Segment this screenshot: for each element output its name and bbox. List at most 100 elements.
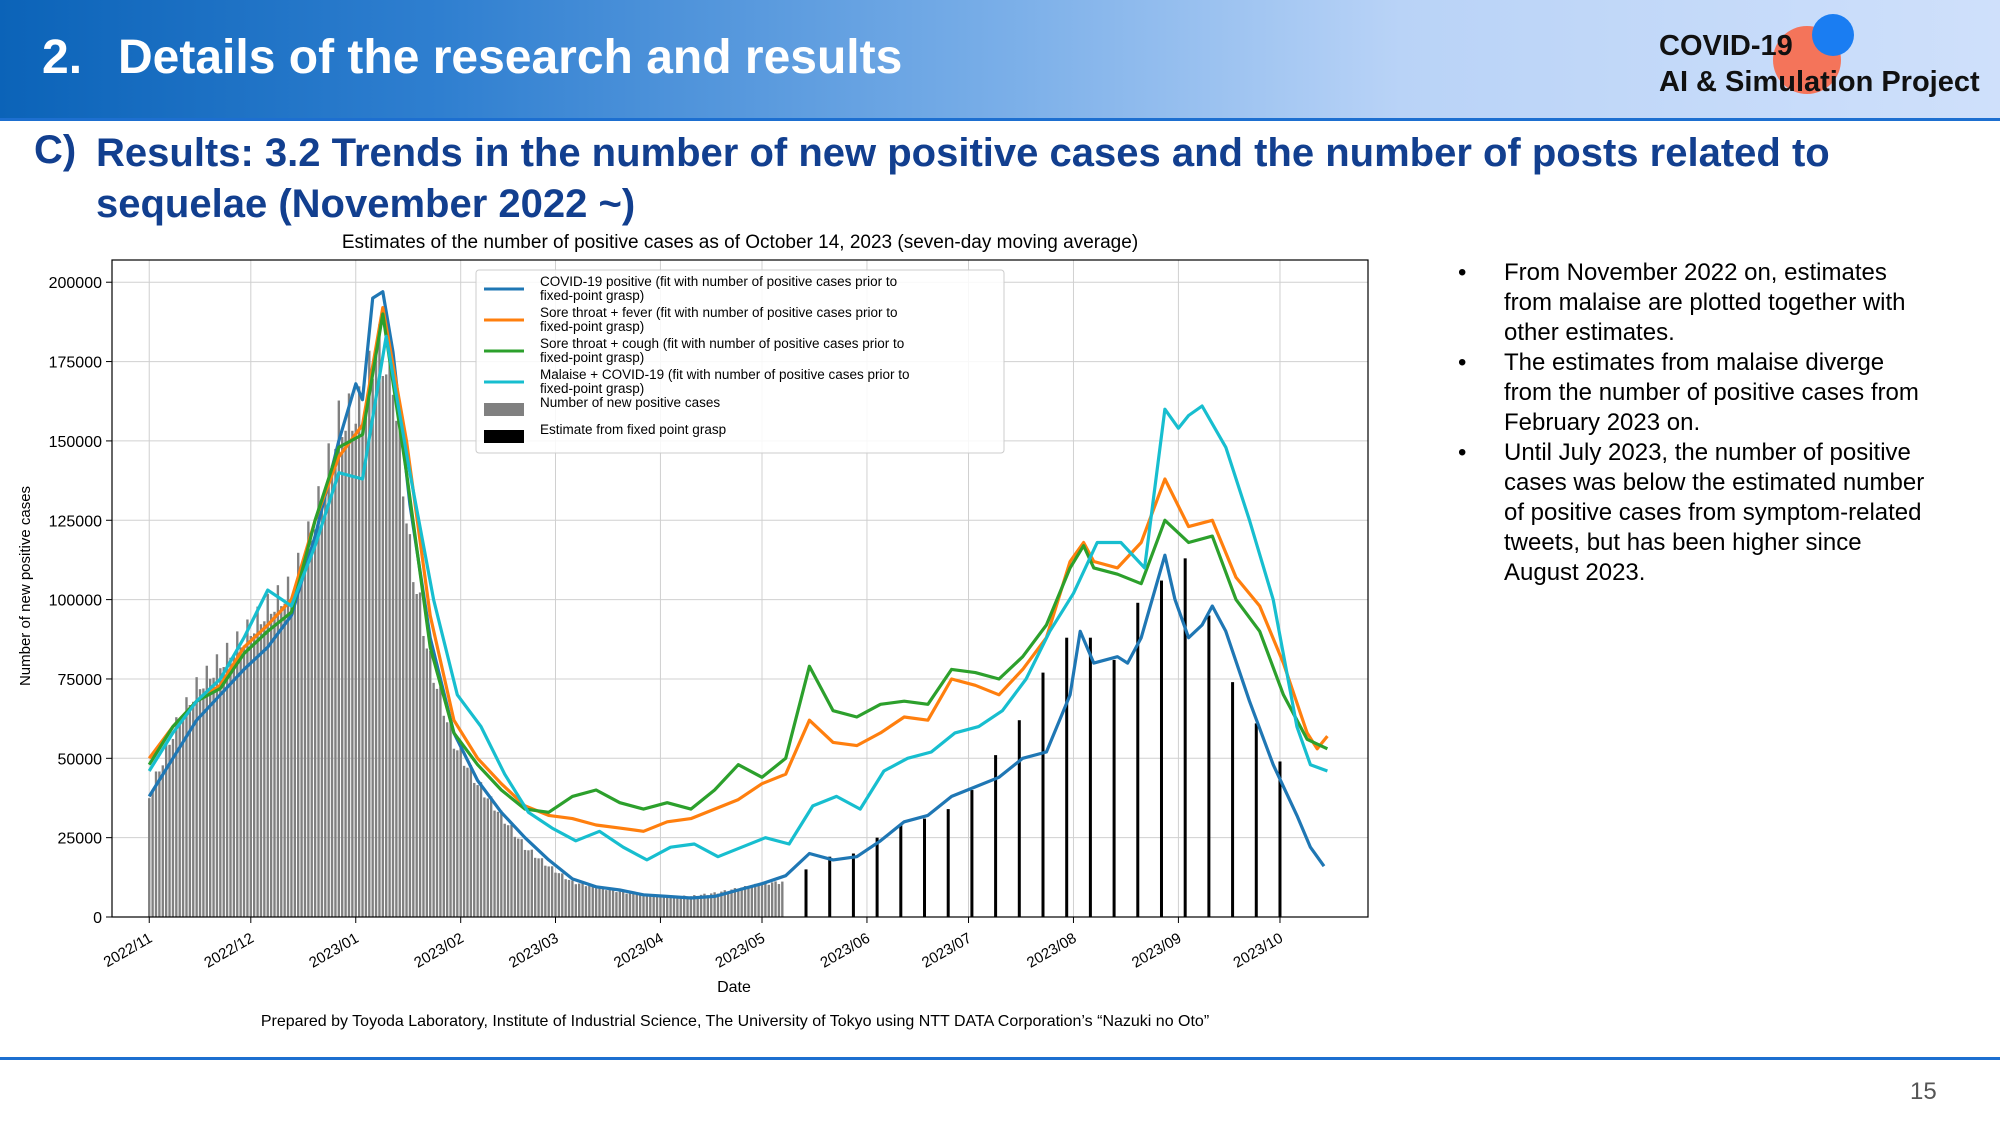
- new-positive-bar: [730, 889, 733, 917]
- new-positive-bar: [642, 893, 645, 917]
- new-positive-bar: [158, 771, 161, 917]
- y-tick-label: 200000: [49, 275, 102, 292]
- new-positive-bar: [743, 885, 747, 917]
- new-positive-bar: [605, 890, 608, 917]
- new-positive-bar: [469, 764, 473, 917]
- new-positive-bar: [527, 850, 530, 917]
- new-positive-bar: [456, 750, 459, 917]
- new-positive-bar: [364, 403, 368, 917]
- new-positive-bar: [594, 888, 598, 917]
- new-positive-bar: [733, 888, 737, 917]
- new-positive-bar: [476, 785, 479, 917]
- new-positive-bar: [202, 688, 205, 917]
- new-positive-bar: [672, 895, 676, 917]
- new-positive-bar: [489, 796, 493, 917]
- new-positive-bar: [561, 873, 564, 917]
- new-positive-bar: [510, 824, 513, 917]
- subheading-title: Results: 3.2 Trends in the number of new…: [96, 131, 1830, 226]
- finding-item: • The estimates from malaise diverge from…: [1450, 348, 1930, 438]
- new-positive-bar: [754, 883, 757, 917]
- new-positive-bar: [496, 811, 500, 917]
- new-positive-bar: [757, 885, 760, 917]
- subheading-letter: C): [34, 128, 77, 172]
- new-positive-bar: [259, 624, 263, 917]
- x-tick-label: 2023/04: [611, 930, 666, 972]
- legend-label: Sore throat + cough (fit with number of …: [540, 336, 904, 351]
- new-positive-bar: [154, 771, 158, 917]
- new-positive-bar: [293, 588, 296, 917]
- new-positive-bar: [554, 872, 557, 917]
- new-positive-bar: [303, 558, 307, 917]
- new-positive-bar: [330, 465, 334, 917]
- new-positive-bar: [171, 738, 175, 917]
- new-positive-bar: [571, 880, 574, 917]
- new-positive-bar: [273, 611, 276, 917]
- legend-label-cont: fixed-point grasp): [540, 350, 644, 365]
- new-positive-bar: [253, 633, 256, 917]
- new-positive-bar: [537, 858, 540, 917]
- x-tick-label: 2023/08: [1024, 930, 1079, 972]
- new-positive-bar: [195, 677, 198, 917]
- new-positive-bar: [520, 839, 523, 917]
- x-tick-label: 2023/06: [817, 930, 872, 972]
- fixed-point-bar: [1159, 580, 1163, 917]
- new-positive-bar: [533, 857, 537, 917]
- fixed-point-bar: [946, 809, 950, 917]
- legend-label: Sore throat + fever (fit with number of …: [540, 305, 898, 320]
- x-tick-label: 2022/11: [101, 930, 155, 971]
- new-positive-bar: [618, 891, 622, 917]
- new-positive-bar: [723, 890, 726, 917]
- new-positive-bar: [205, 665, 208, 917]
- new-positive-bar: [408, 534, 412, 917]
- new-positive-bar: [344, 430, 347, 917]
- new-positive-bar: [598, 887, 601, 917]
- new-positive-bar: [327, 443, 330, 917]
- bullet-dot: •: [1458, 259, 1467, 286]
- new-positive-bar: [770, 882, 774, 917]
- new-positive-bar: [774, 881, 777, 917]
- fixed-point-bar: [1278, 761, 1282, 917]
- new-positive-bar: [432, 682, 435, 917]
- new-positive-bar: [564, 879, 567, 917]
- new-positive-bar: [479, 782, 483, 917]
- new-positive-bar: [517, 838, 520, 917]
- new-positive-bar: [300, 569, 303, 917]
- new-positive-bar: [760, 883, 764, 917]
- fixed-point-bar: [804, 869, 808, 917]
- new-positive-bar: [208, 678, 212, 917]
- chart-title: Estimates of the number of positive case…: [341, 232, 1139, 253]
- y-tick-label: 100000: [49, 593, 102, 610]
- new-positive-bar: [357, 386, 361, 917]
- new-positive-bar: [442, 715, 445, 917]
- new-positive-bar: [601, 886, 605, 917]
- new-positive-bar: [483, 797, 486, 917]
- fixed-point-bar: [1112, 659, 1116, 917]
- new-positive-bar: [506, 825, 510, 917]
- y-tick-label: 175000: [49, 355, 102, 372]
- new-positive-bar: [429, 650, 432, 917]
- new-positive-bar: [567, 879, 571, 917]
- new-positive-bar: [276, 585, 280, 917]
- new-positive-bar: [584, 886, 588, 917]
- new-positive-bar: [720, 891, 723, 917]
- new-positive-bar: [415, 594, 418, 917]
- chart-bars: [148, 324, 1282, 917]
- fixed-point-bar: [970, 790, 974, 917]
- new-positive-bar: [547, 866, 550, 917]
- finding-text: From November 2022 on, estimates from ma…: [1504, 259, 1906, 346]
- finding-text: The estimates from malaise diverge from …: [1504, 349, 1919, 436]
- fixed-point-bar: [1254, 723, 1258, 917]
- x-tick-label: 2023/05: [713, 930, 768, 972]
- new-positive-bar: [655, 896, 659, 917]
- new-positive-bar: [649, 895, 652, 917]
- new-positive-bar: [188, 705, 192, 917]
- new-positive-bar: [703, 893, 706, 917]
- new-positive-bar: [710, 893, 713, 917]
- new-positive-bar: [449, 722, 452, 917]
- fixed-point-bar: [1136, 602, 1140, 917]
- new-positive-bar: [425, 648, 429, 917]
- new-positive-bar: [422, 635, 425, 917]
- fixed-point-bar: [1088, 637, 1092, 917]
- new-positive-bar: [452, 748, 456, 917]
